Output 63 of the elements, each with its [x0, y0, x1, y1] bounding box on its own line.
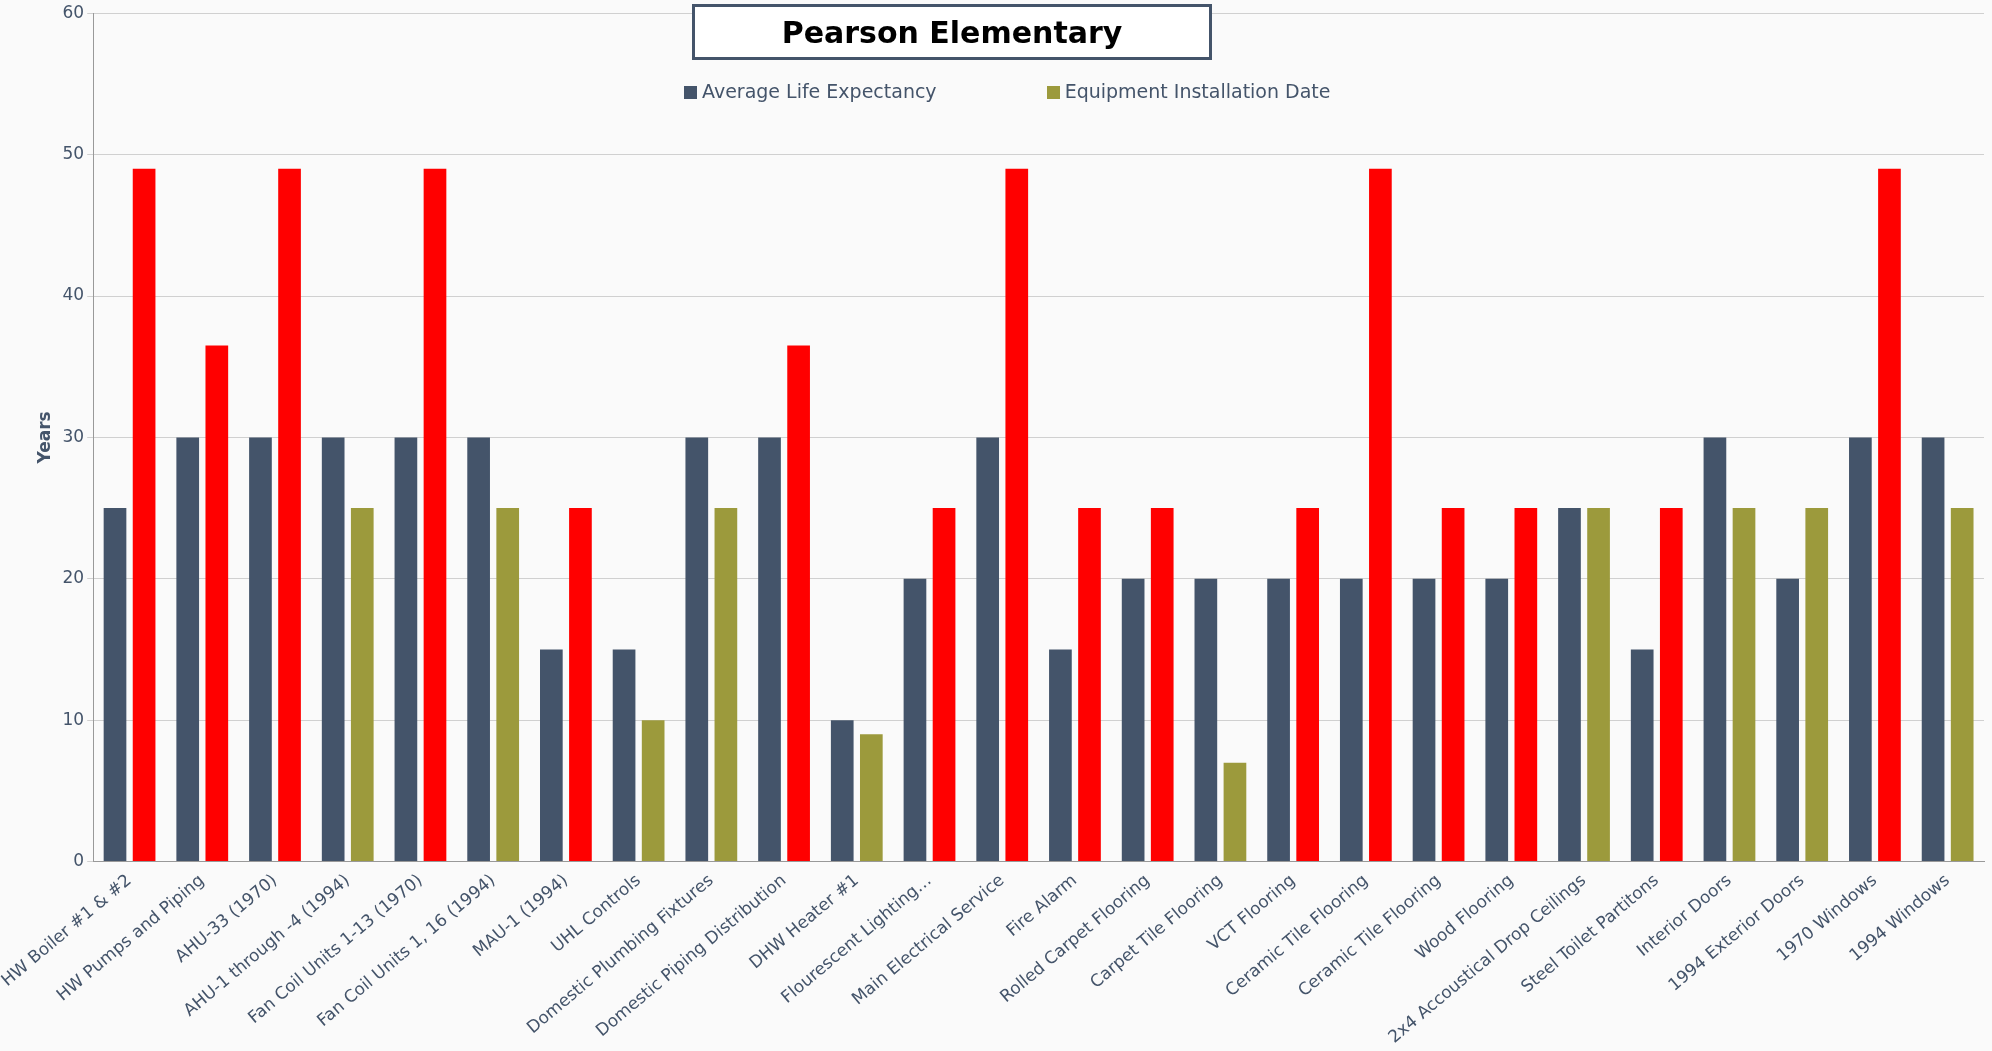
- legend-label: Average Life Expectancy: [701, 80, 937, 102]
- bar: [278, 168, 301, 862]
- bar: [1921, 437, 1945, 862]
- bar: [1267, 578, 1290, 862]
- bar: [205, 345, 229, 862]
- legend-label: Equipment Installation Date: [1063, 80, 1331, 102]
- bar: [249, 437, 272, 862]
- bar: [1441, 508, 1465, 862]
- bar: [1121, 578, 1145, 862]
- bar: [1659, 508, 1683, 862]
- bar: [496, 508, 520, 862]
- bar: [859, 734, 883, 862]
- bar: [1150, 508, 1174, 862]
- bar: [1005, 168, 1029, 862]
- y-tick-label: 0: [73, 850, 85, 871]
- bar: [1732, 508, 1756, 862]
- bar: [1558, 508, 1581, 862]
- bar: [321, 437, 345, 862]
- bar: [1878, 168, 1901, 862]
- y-tick-label: 50: [62, 143, 85, 164]
- bar: [394, 437, 418, 862]
- bar: [830, 720, 854, 862]
- bar: [1950, 508, 1974, 862]
- bar: [1805, 508, 1829, 862]
- bar: [1194, 578, 1218, 862]
- bar: [932, 508, 956, 862]
- bar: [569, 508, 592, 862]
- bar: [1339, 578, 1363, 862]
- bar: [1296, 508, 1320, 862]
- y-tick-label: 20: [62, 567, 85, 588]
- bar: [1049, 649, 1072, 862]
- bar: [132, 168, 156, 862]
- bar: [540, 649, 563, 862]
- bar: [1703, 437, 1727, 862]
- bar: [423, 168, 447, 862]
- bar: [176, 437, 200, 862]
- y-tick-label: 30: [62, 425, 85, 446]
- y-tick-label: 40: [62, 284, 85, 305]
- y-tick-label: 10: [62, 708, 85, 729]
- bar: [1485, 578, 1509, 862]
- bar: [976, 437, 1000, 862]
- bar: [1369, 168, 1392, 862]
- bar: [787, 345, 810, 862]
- bar: [467, 437, 490, 862]
- bar: [1630, 649, 1654, 862]
- bar: [1223, 762, 1247, 862]
- y-tick-label: 60: [62, 1, 85, 22]
- bar: [1412, 578, 1436, 862]
- bar: [1776, 578, 1799, 862]
- bar: [641, 720, 665, 862]
- bar: [758, 437, 781, 862]
- bar: [903, 578, 927, 862]
- bar: [685, 437, 709, 862]
- bar: [1078, 508, 1101, 862]
- bar: [350, 508, 374, 862]
- bar: [714, 508, 738, 862]
- bar: [103, 508, 127, 862]
- title-frame: Pearson Elementary: [692, 4, 1212, 60]
- bar: [1587, 508, 1610, 862]
- bar: [1849, 437, 1872, 862]
- y-axis-title: Years: [33, 411, 54, 465]
- bar: [1514, 508, 1538, 862]
- bar: [612, 649, 636, 862]
